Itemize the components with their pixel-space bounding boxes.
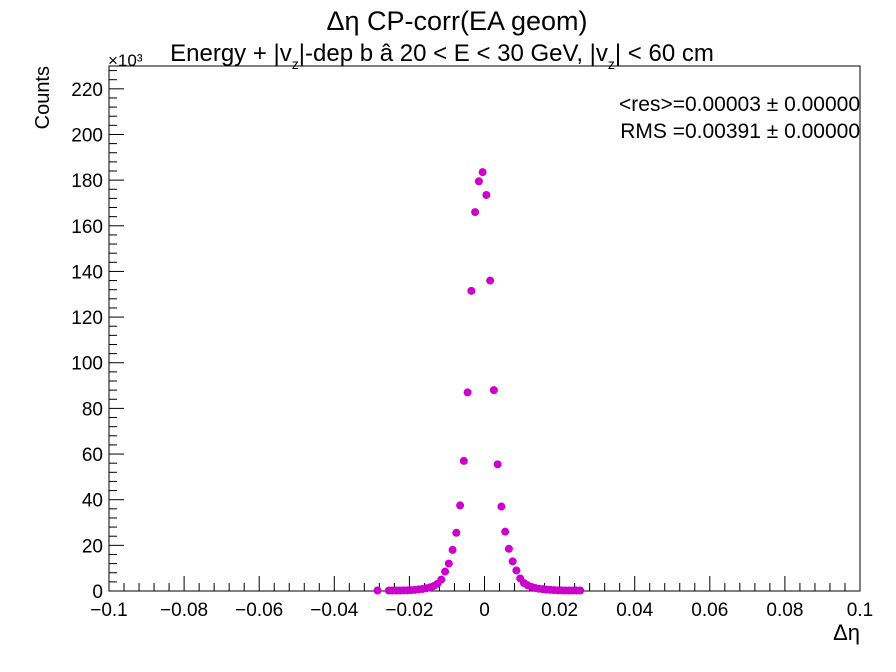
- data-point: [576, 587, 584, 595]
- stats-mean-residual: <res>=0.00003 ± 0.00000: [619, 93, 860, 116]
- y-tick-label: 0: [92, 582, 103, 603]
- subtitle-part-1: Energy + |v: [170, 40, 292, 67]
- x-tick-label: 0.1: [847, 600, 873, 621]
- data-point: [501, 528, 509, 536]
- y-tick-label: 160: [71, 217, 103, 238]
- y-tick-label: 80: [82, 399, 103, 420]
- data-point: [490, 386, 498, 394]
- x-axis-ticks: [109, 576, 860, 591]
- x-tick-label: 0.04: [616, 600, 653, 621]
- subtitle-part-2: |-dep b â 20 < E < 30 GeV, |v: [299, 40, 608, 67]
- y-tick-label: 180: [71, 171, 103, 192]
- y-tick-label: 100: [71, 354, 103, 375]
- x-tick-label: −0.04: [310, 600, 359, 621]
- x-tick-label: 0: [479, 600, 490, 621]
- data-point: [445, 560, 453, 568]
- data-point: [509, 557, 517, 565]
- x-tick-label: 0.08: [766, 600, 803, 621]
- x-tick-label: 0.06: [691, 600, 728, 621]
- x-tick-label: 0.02: [541, 600, 578, 621]
- y-axis-label: Counts: [32, 66, 54, 129]
- data-point: [467, 287, 475, 295]
- subtitle-subscript-2: z: [608, 56, 615, 72]
- data-point: [441, 568, 449, 576]
- y-axis-tick-labels: 0 20 40 60 80 100 120 140 160 180 200 220: [71, 80, 103, 603]
- data-point: [452, 529, 460, 537]
- data-point: [494, 460, 502, 468]
- y-tick-label: 40: [82, 491, 103, 512]
- data-points: [373, 168, 584, 594]
- x-tick-label: −0.1: [90, 600, 128, 621]
- y-axis-exponent: ×10³: [108, 51, 143, 70]
- subtitle-subscript-1: z: [292, 56, 299, 72]
- data-point: [497, 503, 505, 511]
- data-point: [456, 501, 464, 509]
- y-tick-label: 220: [71, 80, 103, 101]
- data-point: [460, 457, 468, 465]
- y-tick-label: 200: [71, 125, 103, 146]
- data-point: [486, 277, 494, 285]
- data-point: [373, 587, 381, 595]
- data-point: [471, 208, 479, 216]
- x-tick-label: −0.06: [235, 600, 283, 621]
- data-point: [479, 168, 487, 176]
- x-axis-tick-labels: −0.1 −0.08 −0.06 −0.04 −0.02 0 0.02 0.04 0.06 0.0…: [90, 600, 873, 621]
- chart-title: Δη CP-corr(EA geom): [326, 6, 587, 36]
- x-axis-label: Δη: [833, 620, 860, 645]
- data-point: [512, 566, 520, 574]
- data-point: [482, 191, 490, 199]
- y-tick-label: 120: [71, 308, 103, 329]
- x-tick-label: −0.08: [160, 600, 208, 621]
- subtitle-part-3: | < 60 cm: [615, 40, 714, 67]
- data-point: [437, 576, 445, 584]
- data-point: [505, 545, 513, 553]
- chart-subtitle: Energy + |vz|-dep b â 20 < E < 30 GeV, |…: [170, 40, 714, 72]
- y-tick-label: 60: [82, 445, 103, 466]
- data-point: [464, 388, 472, 396]
- plot-frame: [109, 66, 860, 591]
- y-tick-label: 140: [71, 262, 103, 283]
- data-point: [475, 177, 483, 185]
- y-axis-ticks: [109, 71, 124, 591]
- x-tick-label: −0.02: [385, 600, 433, 621]
- y-tick-label: 20: [82, 536, 103, 557]
- data-point: [449, 546, 457, 554]
- stats-rms: RMS =0.00391 ± 0.00000: [620, 120, 860, 143]
